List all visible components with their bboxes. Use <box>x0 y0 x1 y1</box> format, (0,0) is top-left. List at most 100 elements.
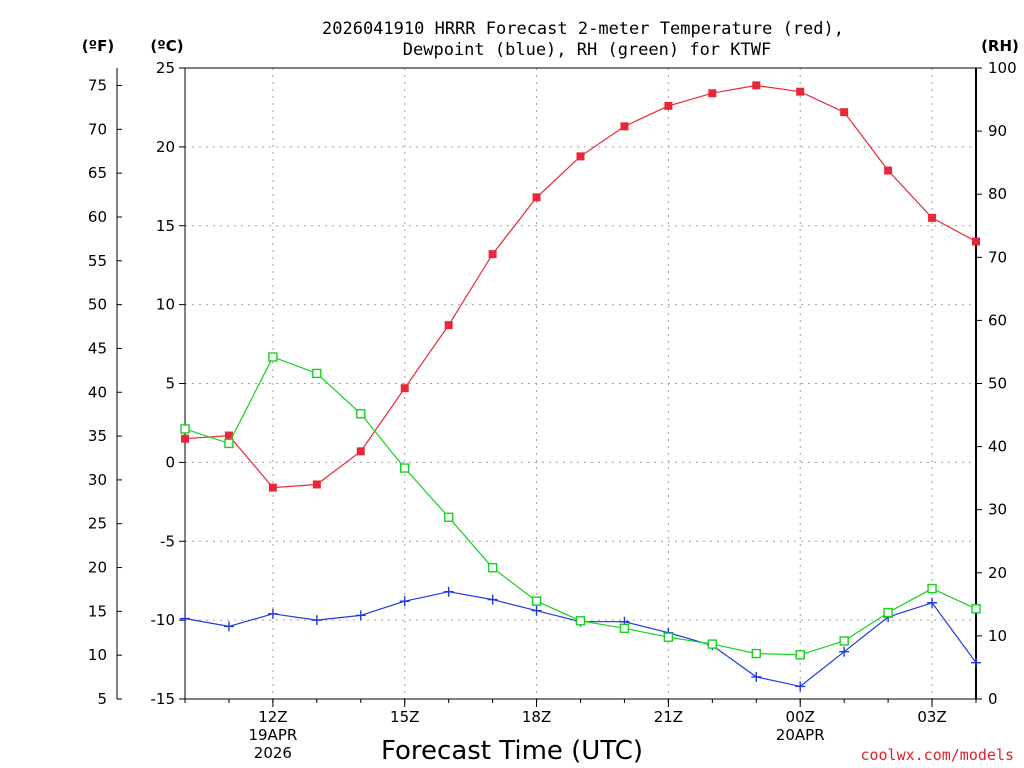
x-tick-label: 03Z <box>917 708 946 726</box>
data-point-temperature <box>268 483 277 492</box>
data-point-rh <box>487 563 498 573</box>
axes: -15 -10 -5 0 5 10 15 20 25 5 10 15 20 25 30 35 40 45 50 55 6… <box>88 59 1017 708</box>
x-tick-label: 12Z <box>258 708 287 726</box>
x-tick-label: 2026 <box>254 744 292 762</box>
celsius-tick-label: 15 <box>156 217 175 235</box>
data-point-rh <box>224 438 234 449</box>
rh-tick-label: 50 <box>988 375 1007 393</box>
x-tick-label: 00Z <box>786 708 815 726</box>
rh-tick-label: 100 <box>988 59 1017 77</box>
fahrenheit-tick-label: 45 <box>88 339 107 357</box>
series-line-dewpoint <box>184 591 977 688</box>
rh-tick-label: 0 <box>988 690 998 708</box>
data-point-rh <box>971 604 981 614</box>
rh-tick-label: 40 <box>988 438 1007 456</box>
data-point-temperature <box>181 434 189 443</box>
rh-tick-label: 80 <box>988 185 1007 203</box>
x-tick-label: 20APR <box>776 726 825 744</box>
data-point-temperature <box>620 122 629 131</box>
chart-title-line1: 2026041910 HRRR Forecast 2-meter Tempera… <box>322 19 844 39</box>
fahrenheit-tick-label: 50 <box>88 296 107 314</box>
chart-title-line2: Dewpoint (blue), RH (green) for KTWF <box>403 40 771 60</box>
celsius-tick-label: 10 <box>156 296 175 314</box>
data-point-temperature <box>312 480 321 489</box>
credit-text: coolwx.com/models <box>860 746 1014 764</box>
data-point-rh <box>707 639 718 649</box>
fahrenheit-tick-label: 10 <box>88 646 107 664</box>
series-line-rh <box>184 356 977 656</box>
data-point-rh <box>751 648 761 659</box>
rh-tick-label: 60 <box>988 311 1007 329</box>
x-tick-label: 21Z <box>654 708 683 726</box>
data-point-dewpoint <box>399 596 410 607</box>
fahrenheit-tick-label: 35 <box>88 427 107 445</box>
data-point-temperature <box>796 87 805 96</box>
celsius-tick-label: -5 <box>160 532 175 550</box>
fahrenheit-tick-label: 5 <box>97 690 107 708</box>
rh-tick-label: 30 <box>988 501 1007 519</box>
series-line-temperature <box>184 84 977 489</box>
data-point-rh <box>268 352 278 362</box>
fahrenheit-tick-label: 75 <box>88 77 107 95</box>
x-tick-label: 18Z <box>522 708 551 726</box>
data-point-rh <box>619 623 630 634</box>
fahrenheit-tick-label: 65 <box>88 164 107 182</box>
data-point-dewpoint <box>487 594 498 605</box>
data-point-dewpoint <box>355 610 366 621</box>
data-point-temperature <box>532 193 541 202</box>
data-point-temperature <box>752 81 761 90</box>
data-point-dewpoint <box>267 608 278 619</box>
data-point-temperature <box>972 237 980 246</box>
rh-tick-label: 70 <box>988 248 1007 266</box>
fahrenheit-tick-label: 15 <box>88 602 107 620</box>
data-point-dewpoint <box>311 615 322 626</box>
celsius-tick-label: 20 <box>156 138 175 156</box>
data-point-dewpoint <box>751 671 762 682</box>
x-tick-label: 19APR <box>248 726 297 744</box>
rh-tick-label: 90 <box>988 122 1007 140</box>
data-point-dewpoint <box>795 681 806 692</box>
data-point-rh <box>663 632 674 642</box>
fahrenheit-tick-label: 60 <box>88 208 107 226</box>
celsius-tick-label: -15 <box>151 690 176 708</box>
fahrenheit-tick-label: 55 <box>88 252 107 270</box>
rh-tick-label: 10 <box>988 627 1007 645</box>
series-dewpoint <box>180 586 981 692</box>
celsius-tick-label: 5 <box>165 375 175 393</box>
data-point-temperature <box>884 166 893 175</box>
fahrenheit-tick-label: 70 <box>88 120 107 138</box>
data-point-dewpoint <box>180 613 190 624</box>
data-point-dewpoint <box>531 605 542 616</box>
gridlines <box>185 67 976 700</box>
data-point-rh <box>927 583 937 594</box>
data-point-dewpoint <box>839 646 850 657</box>
data-point-rh <box>531 596 542 606</box>
data-point-rh <box>795 650 805 660</box>
data-point-temperature <box>224 431 233 440</box>
data-point-dewpoint <box>971 657 981 668</box>
data-point-rh <box>443 512 454 522</box>
data-point-temperature <box>928 213 937 222</box>
data-point-temperature <box>488 250 497 259</box>
data-point-temperature <box>356 447 365 456</box>
data-point-rh <box>400 463 410 473</box>
data-point-rh <box>180 424 190 434</box>
celsius-unit-label: (ºC) <box>150 37 183 55</box>
series-rh <box>180 352 981 660</box>
data-point-temperature <box>664 101 673 110</box>
fahrenheit-tick-label: 20 <box>88 559 107 577</box>
x-axis-label: Forecast Time (UTC) <box>381 736 643 766</box>
celsius-tick-label: 25 <box>156 59 175 77</box>
data-point-temperature <box>576 152 585 161</box>
x-tick-label: 15Z <box>390 708 419 726</box>
data-point-dewpoint <box>223 621 234 632</box>
data-point-temperature <box>708 89 717 98</box>
fahrenheit-tick-label: 30 <box>88 471 107 489</box>
data-point-rh <box>883 607 893 618</box>
celsius-tick-label: -10 <box>151 611 176 629</box>
data-point-rh <box>575 616 586 626</box>
rh-unit-label: (RH) <box>981 37 1019 55</box>
data-point-temperature <box>444 321 453 330</box>
